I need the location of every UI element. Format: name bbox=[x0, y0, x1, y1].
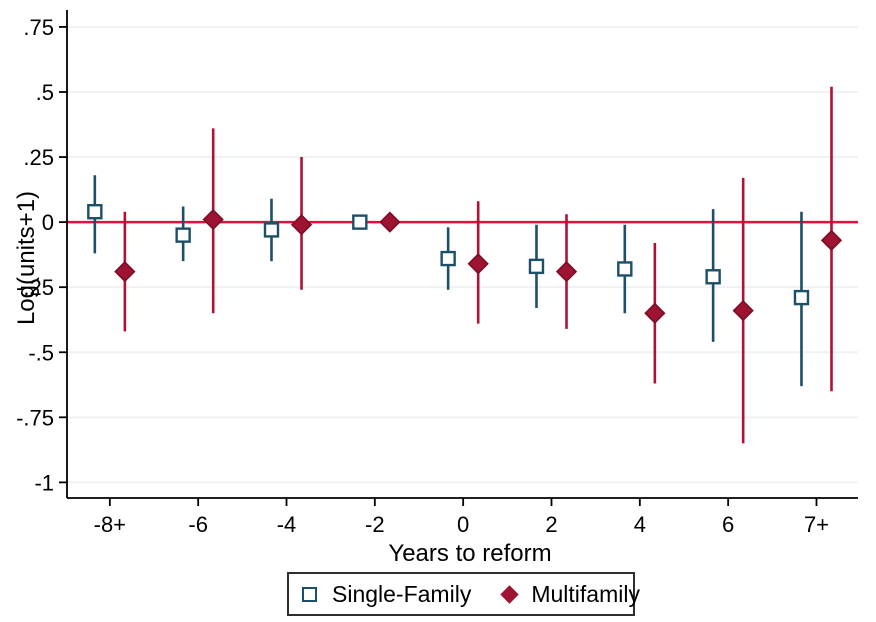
point-single-family bbox=[440, 250, 456, 267]
point-multifamily bbox=[290, 214, 313, 236]
x-tick-label: -4 bbox=[277, 512, 297, 537]
point-single-family bbox=[352, 214, 368, 230]
point-multifamily bbox=[202, 208, 224, 231]
x-axis-title: Years to reform bbox=[388, 540, 552, 567]
x-tick-label: 6 bbox=[722, 512, 734, 537]
x-tick-label: 2 bbox=[545, 512, 557, 537]
point-single-family bbox=[87, 204, 103, 220]
point-multifamily bbox=[732, 299, 754, 322]
point-single-family bbox=[793, 289, 810, 306]
legend-label-single-family: Single-Family bbox=[332, 580, 472, 607]
multifamily-marker-icon bbox=[500, 584, 520, 604]
y-tick-label: .75 bbox=[23, 15, 54, 40]
y-axis-title: Log(units+1) bbox=[13, 190, 40, 326]
point-multifamily bbox=[644, 302, 666, 324]
x-tick-label: -8+ bbox=[94, 512, 126, 537]
y-tick-label: -1 bbox=[34, 470, 54, 495]
single-family-marker-icon bbox=[302, 586, 317, 602]
x-tick-label: 4 bbox=[634, 512, 646, 537]
point-multifamily bbox=[555, 260, 578, 283]
point-single-family bbox=[705, 269, 721, 285]
y-tick-label: -.25 bbox=[16, 275, 54, 300]
y-tick-label: -.75 bbox=[16, 405, 54, 430]
x-tick-label: 7+ bbox=[804, 512, 829, 537]
point-multifamily bbox=[114, 260, 136, 283]
point-single-family bbox=[175, 227, 191, 243]
y-tick-label: -.5 bbox=[28, 340, 54, 365]
legend-label-multifamily: Multifamily bbox=[531, 580, 640, 607]
point-multifamily bbox=[820, 229, 843, 251]
point-single-family bbox=[263, 222, 280, 238]
y-tick-label: 0 bbox=[42, 210, 54, 235]
point-single-family bbox=[528, 258, 545, 275]
y-tick-label: .5 bbox=[36, 80, 54, 105]
legend: Single-Family Multifamily bbox=[287, 572, 640, 616]
x-tick-label: -2 bbox=[365, 512, 385, 537]
point-multifamily bbox=[467, 253, 489, 275]
y-tick-label: .25 bbox=[23, 145, 54, 170]
point-multifamily bbox=[379, 211, 401, 233]
point-single-family bbox=[617, 261, 633, 277]
x-tick-label: -6 bbox=[188, 512, 208, 537]
x-tick-label: 0 bbox=[457, 512, 469, 537]
